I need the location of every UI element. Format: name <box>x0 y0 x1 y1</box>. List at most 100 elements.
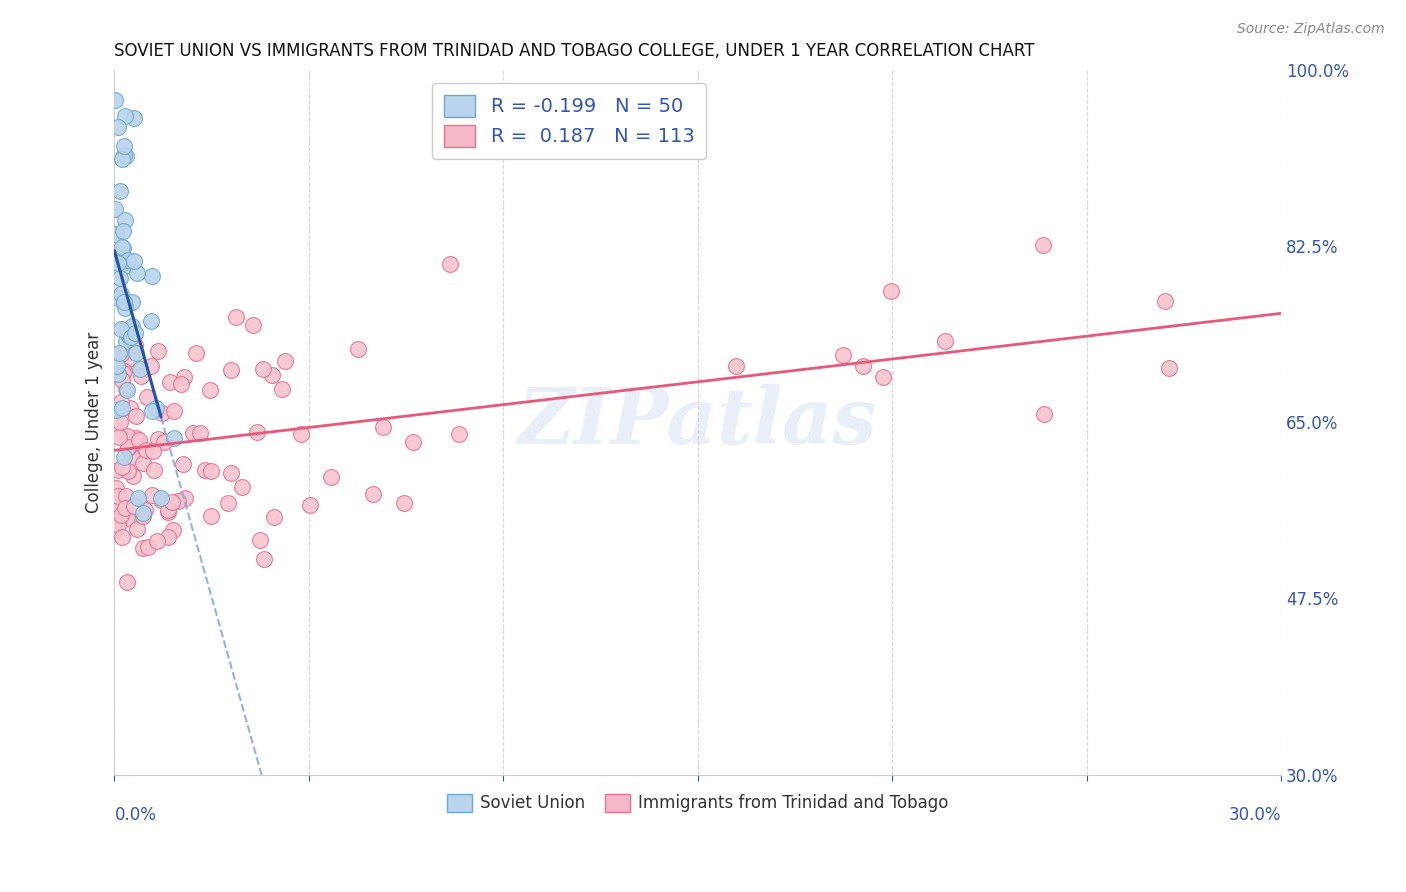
Point <box>361 487 384 501</box>
Point <box>156 503 179 517</box>
Point <box>141 487 163 501</box>
Point <box>162 495 184 509</box>
Point <box>104 481 127 495</box>
Text: SOVIET UNION VS IMMIGRANTS FROM TRINIDAD AND TOBAGO COLLEGE, UNDER 1 YEAR CORREL: SOVIET UNION VS IMMIGRANTS FROM TRINIDAD… <box>114 42 1035 60</box>
Point <box>252 361 274 376</box>
Point <box>112 366 135 380</box>
Text: 30.0%: 30.0% <box>1229 806 1281 824</box>
Point <box>104 403 127 417</box>
Point <box>107 256 129 270</box>
Point <box>181 425 204 440</box>
Point <box>112 450 135 464</box>
Point <box>112 241 135 255</box>
Point <box>107 291 129 305</box>
Point <box>392 496 415 510</box>
Point <box>260 368 283 382</box>
Point <box>163 403 186 417</box>
Point <box>150 406 173 420</box>
Point <box>225 310 247 325</box>
Point <box>200 509 222 524</box>
Point <box>111 459 134 474</box>
Point <box>122 499 145 513</box>
Point <box>253 552 276 566</box>
Point <box>231 480 253 494</box>
Point <box>112 148 135 162</box>
Point <box>107 517 129 532</box>
Point <box>439 257 461 271</box>
Point <box>150 491 173 505</box>
Point <box>194 463 217 477</box>
Point <box>107 500 129 515</box>
Point <box>200 464 222 478</box>
Point <box>162 523 184 537</box>
Point <box>107 120 129 135</box>
Legend: Soviet Union, Immigrants from Trinidad and Tobago: Soviet Union, Immigrants from Trinidad a… <box>440 787 956 819</box>
Point <box>128 433 150 447</box>
Point <box>115 382 138 396</box>
Point <box>135 390 157 404</box>
Point <box>145 533 167 548</box>
Point <box>132 506 155 520</box>
Point <box>108 430 131 444</box>
Point <box>112 139 135 153</box>
Point <box>167 494 190 508</box>
Point <box>145 401 167 416</box>
Point <box>121 450 143 464</box>
Point <box>110 395 132 409</box>
Point <box>1032 238 1054 252</box>
Y-axis label: College, Under 1 year: College, Under 1 year <box>86 332 103 513</box>
Point <box>163 431 186 445</box>
Point <box>104 227 127 241</box>
Point <box>136 540 159 554</box>
Point <box>108 252 131 266</box>
Point <box>831 348 853 362</box>
Point <box>141 314 163 328</box>
Point <box>107 463 129 477</box>
Point <box>117 441 139 455</box>
Point <box>131 509 153 524</box>
Point <box>124 409 146 424</box>
Point <box>114 213 136 227</box>
Point <box>157 530 180 544</box>
Point <box>111 401 134 415</box>
Point <box>263 510 285 524</box>
Point <box>115 574 138 589</box>
Point <box>104 202 127 217</box>
Point <box>110 347 132 361</box>
Point <box>125 431 148 445</box>
Point <box>200 384 222 398</box>
Point <box>371 420 394 434</box>
Point <box>125 346 148 360</box>
Point <box>125 522 148 536</box>
Point <box>115 383 138 397</box>
Point <box>110 321 132 335</box>
Point <box>934 334 956 348</box>
Point <box>156 505 179 519</box>
Point <box>115 334 138 349</box>
Point <box>124 326 146 340</box>
Point <box>146 344 169 359</box>
Point <box>142 444 165 458</box>
Point <box>122 253 145 268</box>
Text: Source: ZipAtlas.com: Source: ZipAtlas.com <box>1237 22 1385 37</box>
Point <box>110 286 132 301</box>
Point <box>141 404 163 418</box>
Point <box>290 427 312 442</box>
Point <box>221 362 243 376</box>
Point <box>141 359 163 373</box>
Point <box>173 370 195 384</box>
Point <box>127 266 149 280</box>
Point <box>114 301 136 315</box>
Point <box>127 491 149 505</box>
Point <box>120 330 142 344</box>
Point <box>105 359 128 373</box>
Point <box>246 425 269 440</box>
Point <box>129 369 152 384</box>
Point <box>447 427 470 442</box>
Point <box>104 412 127 426</box>
Point <box>725 359 748 373</box>
Point <box>121 469 143 483</box>
Point <box>111 530 134 544</box>
Point <box>110 184 132 198</box>
Point <box>271 382 294 396</box>
